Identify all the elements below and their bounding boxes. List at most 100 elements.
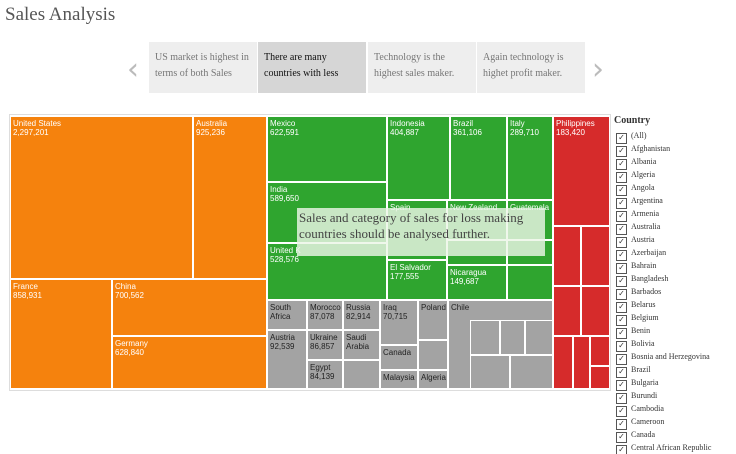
filter-item[interactable]: ✓ Azerbaijan xyxy=(616,247,666,261)
treemap-cell[interactable]: Malaysia xyxy=(380,370,418,389)
checkbox[interactable]: ✓ xyxy=(616,354,627,365)
treemap-cell[interactable] xyxy=(418,340,448,370)
filter-item[interactable]: ✓ Burundi xyxy=(616,390,657,404)
filter-item[interactable]: ✓ Cameroon xyxy=(616,416,664,430)
checkbox[interactable]: ✓ xyxy=(616,276,627,287)
treemap-cell[interactable] xyxy=(507,265,553,300)
treemap-cell[interactable] xyxy=(500,320,525,355)
filter-item[interactable]: ✓ Cambodia xyxy=(616,403,664,417)
checkbox[interactable]: ✓ xyxy=(616,211,627,222)
filter-item[interactable]: ✓ Australia xyxy=(616,221,660,235)
filter-item[interactable]: ✓ Barbados xyxy=(616,286,661,300)
treemap-cell[interactable] xyxy=(470,320,500,355)
treemap-cell[interactable] xyxy=(581,286,610,336)
next-button[interactable]: › xyxy=(592,52,604,87)
checkbox[interactable]: ✓ xyxy=(616,263,627,274)
filter-label: Brazil xyxy=(631,365,651,374)
checkbox[interactable]: ✓ xyxy=(616,393,627,404)
checkbox[interactable]: ✓ xyxy=(616,380,627,391)
filter-item[interactable]: ✓ Brazil xyxy=(616,364,651,378)
treemap-cell[interactable]: Poland xyxy=(418,300,448,340)
filter-item[interactable]: ✓ Bahrain xyxy=(616,260,656,274)
cell-value: 289,710 xyxy=(510,128,539,137)
filter-item[interactable]: ✓ Afghanistan xyxy=(616,143,670,157)
treemap-cell[interactable]: Brazil 361,106 xyxy=(450,116,507,200)
checkbox[interactable]: ✓ xyxy=(616,185,627,196)
filter-item[interactable]: ✓ Bangladesh xyxy=(616,273,668,287)
treemap-cell[interactable]: Russia 82,914 xyxy=(343,300,380,330)
treemap-cell[interactable]: Philippines 183,420 xyxy=(553,116,610,226)
treemap-cell[interactable] xyxy=(590,366,610,389)
treemap-cell[interactable]: Italy 289,710 xyxy=(507,116,553,200)
treemap-cell[interactable]: China 700,562 xyxy=(112,279,267,336)
filter-item[interactable]: ✓ Argentina xyxy=(616,195,663,209)
checkbox[interactable]: ✓ xyxy=(616,250,627,261)
treemap-cell[interactable] xyxy=(525,320,553,355)
treemap-cell[interactable]: Iraq 70,715 xyxy=(380,300,418,345)
filter-item[interactable]: ✓ Bolivia xyxy=(616,338,655,352)
treemap-cell[interactable] xyxy=(590,336,610,366)
checkbox[interactable]: ✓ xyxy=(616,302,627,313)
checkbox[interactable]: ✓ xyxy=(616,432,627,443)
checkbox[interactable]: ✓ xyxy=(616,328,627,339)
filter-item[interactable]: ✓ Canada xyxy=(616,429,655,443)
treemap-cell[interactable]: Saudi Arabia xyxy=(343,330,380,360)
filter-item[interactable]: ✓ Central African Republic xyxy=(616,442,711,454)
treemap-cell[interactable] xyxy=(553,336,573,389)
filter-item[interactable]: ✓ Belgium xyxy=(616,312,659,326)
treemap-cell[interactable] xyxy=(553,286,581,336)
treemap-cell[interactable] xyxy=(573,336,590,389)
checkbox[interactable]: ✓ xyxy=(616,198,627,209)
filter-item[interactable]: ✓ Algeria xyxy=(616,169,655,183)
checkbox[interactable]: ✓ xyxy=(616,367,627,378)
filter-item[interactable]: ✓ Albania xyxy=(616,156,656,170)
treemap-cell[interactable]: South Africa xyxy=(267,300,307,330)
treemap-cell[interactable] xyxy=(581,226,610,286)
filter-item[interactable]: ✓ Bosnia and Herzegovina xyxy=(616,351,710,365)
story-point[interactable]: There are many countries with less xyxy=(258,42,367,93)
treemap-cell[interactable]: Mexico 622,591 xyxy=(267,116,387,182)
checkbox[interactable]: ✓ xyxy=(616,419,627,430)
checkbox[interactable]: ✓ xyxy=(616,133,627,144)
treemap-cell[interactable]: Algeria xyxy=(418,370,448,389)
treemap-cell[interactable] xyxy=(510,355,553,389)
checkbox[interactable]: ✓ xyxy=(616,406,627,417)
checkbox[interactable]: ✓ xyxy=(616,315,627,326)
filter-item[interactable]: ✓ Armenia xyxy=(616,208,659,222)
filter-item[interactable]: ✓ Benin xyxy=(616,325,650,339)
treemap-cell[interactable]: Egypt 84,139 xyxy=(307,360,343,389)
treemap-cell[interactable]: Nicaragua 149,687 xyxy=(447,265,507,300)
treemap-cell[interactable]: Indonesia 404,887 xyxy=(387,116,450,200)
treemap-cell[interactable]: Germany 628,840 xyxy=(112,336,267,389)
treemap-cell[interactable]: Ukraine 86,857 xyxy=(307,330,343,360)
prev-button[interactable]: ‹ xyxy=(127,52,139,87)
treemap-cell[interactable] xyxy=(553,226,581,286)
filter-item[interactable]: ✓ Austria xyxy=(616,234,655,248)
checkbox[interactable]: ✓ xyxy=(616,341,627,352)
treemap-cell[interactable]: El Salvador 177,555 xyxy=(387,260,447,300)
checkbox[interactable]: ✓ xyxy=(616,445,627,454)
checkbox[interactable]: ✓ xyxy=(616,159,627,170)
story-point[interactable]: US market is highest in terms of both Sa… xyxy=(149,42,258,93)
checkbox[interactable]: ✓ xyxy=(616,172,627,183)
treemap-cell[interactable]: Morocco 87,078 xyxy=(307,300,343,330)
treemap-cell[interactable] xyxy=(470,355,510,389)
checkbox[interactable]: ✓ xyxy=(616,224,627,235)
treemap-cell[interactable]: Austria 92,539 xyxy=(267,330,307,389)
filter-item[interactable]: ✓ Belarus xyxy=(616,299,655,313)
treemap-cell[interactable]: Canada xyxy=(380,345,418,370)
checkbox[interactable]: ✓ xyxy=(616,146,627,157)
filter-item[interactable]: ✓ Angola xyxy=(616,182,655,196)
treemap-cell[interactable] xyxy=(343,360,380,389)
filter-label: Belgium xyxy=(631,313,659,322)
treemap-cell[interactable]: United States 2,297,201 xyxy=(10,116,193,279)
story-point[interactable]: Again technology is highet profit maker. xyxy=(477,42,586,93)
cell-label: China xyxy=(115,282,136,291)
treemap-cell[interactable]: Australia 925,236 xyxy=(193,116,267,279)
checkbox[interactable]: ✓ xyxy=(616,237,627,248)
filter-item[interactable]: ✓ Bulgaria xyxy=(616,377,659,391)
checkbox[interactable]: ✓ xyxy=(616,289,627,300)
filter-item[interactable]: ✓ (All) xyxy=(616,130,647,144)
treemap-cell[interactable]: France 858,931 xyxy=(10,279,112,389)
story-point[interactable]: Technology is the highest sales maker. xyxy=(368,42,477,93)
